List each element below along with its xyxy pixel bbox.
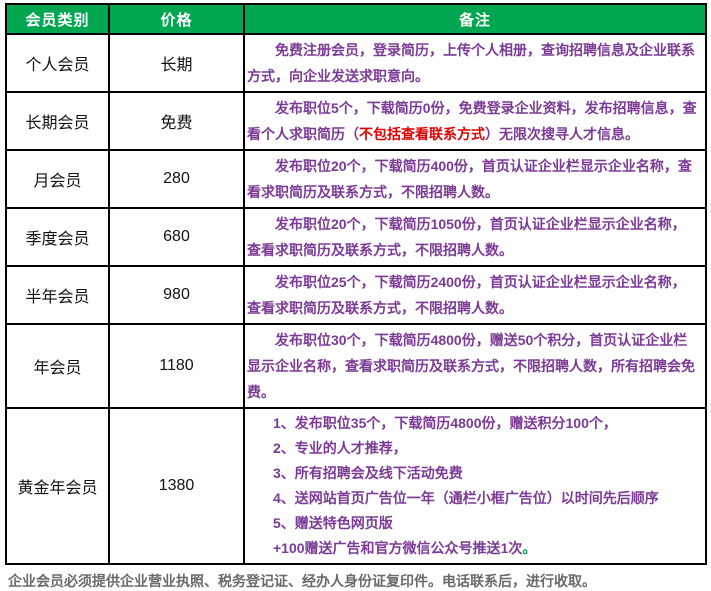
note-text-segment: 免费注册会员，登录简历，上传个人相册，查询招聘信息及企业联系方式，向企业发送求职… (247, 42, 695, 84)
membership-category-cell: 半年会员 (5, 265, 110, 325)
membership-category-cell: 黄金年会员 (5, 407, 110, 565)
note-list-line: 5、赠送特色网页版 (247, 511, 699, 536)
note-text-segment: ）无限次搜寻人才信息。 (485, 126, 639, 142)
note-list-line: +100赠送广告和官方微信公众号推送1次。 (247, 536, 699, 561)
note-text-segment: +100赠送广告和官方微信公众号推送1次 (273, 540, 523, 556)
notes-cell: 发布职位20个，下载简历400份，首页认证企业栏显示企业名称，查看求职简历及联系… (243, 149, 707, 209)
footer-requirements-note: 企业会员必须提供企业营业执照、税务登记证、经办人身份证复印件。电话联系后，进行收… (8, 573, 596, 589)
note-text-segment: 发布职位20个，下载简历1050份，首页认证企业栏显示企业名称，查看求职简历及联… (247, 216, 686, 258)
membership-category-cell: 季度会员 (5, 207, 110, 267)
table-row: 黄金年会员 1380 1、发布职位35个，下载简历4800份，赠送积分100个， 2、… (5, 407, 707, 565)
price-cell: 680 (108, 207, 245, 267)
column-header-notes: 备注 (243, 3, 707, 35)
membership-category-cell: 月会员 (5, 149, 110, 209)
table-row: 季度会员 680 发布职位20个，下载简历1050份，首页认证企业栏显示企业名称，查… (5, 207, 707, 267)
membership-table-body: 个人会员 长期 免费注册会员，登录简历，上传个人相册，查询招聘信息及企业联系方式，向… (5, 33, 707, 565)
membership-pricing-table: 会员类别 价格 备注 个人会员 长期 免费注册会员，登录简历，上传个人相册，查询招聘… (5, 3, 707, 565)
notes-cell: 1、发布职位35个，下载简历4800份，赠送积分100个， 2、专业的人才推荐， 3… (243, 407, 707, 565)
price-cell: 280 (108, 149, 245, 209)
membership-category-cell: 年会员 (5, 323, 110, 409)
note-paragraph: 免费注册会员，登录简历，上传个人相册，查询招聘信息及企业联系方式，向企业发送求职… (247, 37, 699, 89)
table-row: 半年会员 980 发布职位25个，下载简历2400份，首页认证企业栏显示企业名称，查… (5, 265, 707, 325)
price-cell: 1380 (108, 407, 245, 565)
note-paragraph: 发布职位20个，下载简历400份，首页认证企业栏显示企业名称，查看求职简历及联系… (247, 153, 699, 205)
table-row: 长期会员 免费 发布职位5个，下载简历0份，免费登录企业资料，发布招聘信息，查看个人… (5, 91, 707, 151)
column-header-category: 会员类别 (5, 3, 110, 35)
notes-cell: 发布职位25个，下载简历2400份，首页认证企业栏显示企业名称，查看求职简历及联… (243, 265, 707, 325)
note-text-segment: 。 (522, 540, 537, 556)
note-text-segment: 发布职位5个，下载简历0份，免费登录企业资料，发布招聘信息，查看个人求职简历（ (247, 100, 697, 142)
note-list-line: 1、发布职位35个，下载简历4800份，赠送积分100个， (247, 411, 699, 436)
notes-cell: 发布职位30个，下载简历4800份，赠送50个积分，首页认证企业栏显示企业名称，… (243, 323, 707, 409)
price-cell: 长期 (108, 33, 245, 93)
note-list-line: 4、送网站首页广告位一年（通栏小框广告位）以时间先后顺序 (247, 486, 699, 511)
table-row: 个人会员 长期 免费注册会员，登录简历，上传个人相册，查询招聘信息及企业联系方式，向… (5, 33, 707, 93)
price-cell: 免费 (108, 91, 245, 151)
membership-category-cell: 个人会员 (5, 33, 110, 93)
table-row: 年会员 1180 发布职位30个，下载简历4800份，赠送50个积分，首页认证企业栏… (5, 323, 707, 409)
note-text-segment: 4、送网站首页广告位一年（通栏小框广告位）以时间先后顺序 (273, 490, 659, 506)
note-paragraph: 发布职位20个，下载简历1050份，首页认证企业栏显示企业名称，查看求职简历及联… (247, 211, 699, 263)
note-paragraph: 发布职位25个，下载简历2400份，首页认证企业栏显示企业名称，查看求职简历及联… (247, 269, 699, 321)
table-row: 月会员 280 发布职位20个，下载简历400份，首页认证企业栏显示企业名称，查看求… (5, 149, 707, 209)
column-header-price: 价格 (108, 3, 245, 35)
membership-category-cell: 长期会员 (5, 91, 110, 151)
note-text-segment: 3、所有招聘会及线下活动免费 (273, 465, 463, 481)
note-text-segment: 1、发布职位35个，下载简历4800份，赠送积分100个， (273, 415, 617, 431)
note-text-segment: 2、专业的人才推荐， (273, 440, 407, 456)
note-text-segment: 发布职位20个，下载简历400份，首页认证企业栏显示企业名称，查看求职简历及联系… (247, 158, 692, 200)
notes-cell: 发布职位20个，下载简历1050份，首页认证企业栏显示企业名称，查看求职简历及联… (243, 207, 707, 267)
note-list-line: 3、所有招聘会及线下活动免费 (247, 461, 699, 486)
note-text-segment: 发布职位25个，下载简历2400份，首页认证企业栏显示企业名称，查看求职简历及联… (247, 274, 686, 316)
note-text-segment: 不包括查看联系方式 (359, 126, 485, 142)
table-header-row: 会员类别 价格 备注 (5, 3, 707, 35)
note-list-line: 2、专业的人才推荐， (247, 436, 699, 461)
note-paragraph: 发布职位5个，下载简历0份，免费登录企业资料，发布招聘信息，查看个人求职简历（不… (247, 95, 699, 147)
note-paragraph: 发布职位30个，下载简历4800份，赠送50个积分，首页认证企业栏显示企业名称，… (247, 327, 699, 405)
price-cell: 980 (108, 265, 245, 325)
note-text-segment: 发布职位30个，下载简历4800份，赠送50个积分，首页认证企业栏显示企业名称，… (247, 332, 695, 400)
price-cell: 1180 (108, 323, 245, 409)
notes-cell: 发布职位5个，下载简历0份，免费登录企业资料，发布招聘信息，查看个人求职简历（不… (243, 91, 707, 151)
notes-cell: 免费注册会员，登录简历，上传个人相册，查询招聘信息及企业联系方式，向企业发送求职… (243, 33, 707, 93)
note-text-segment: 5、赠送特色网页版 (273, 515, 393, 531)
